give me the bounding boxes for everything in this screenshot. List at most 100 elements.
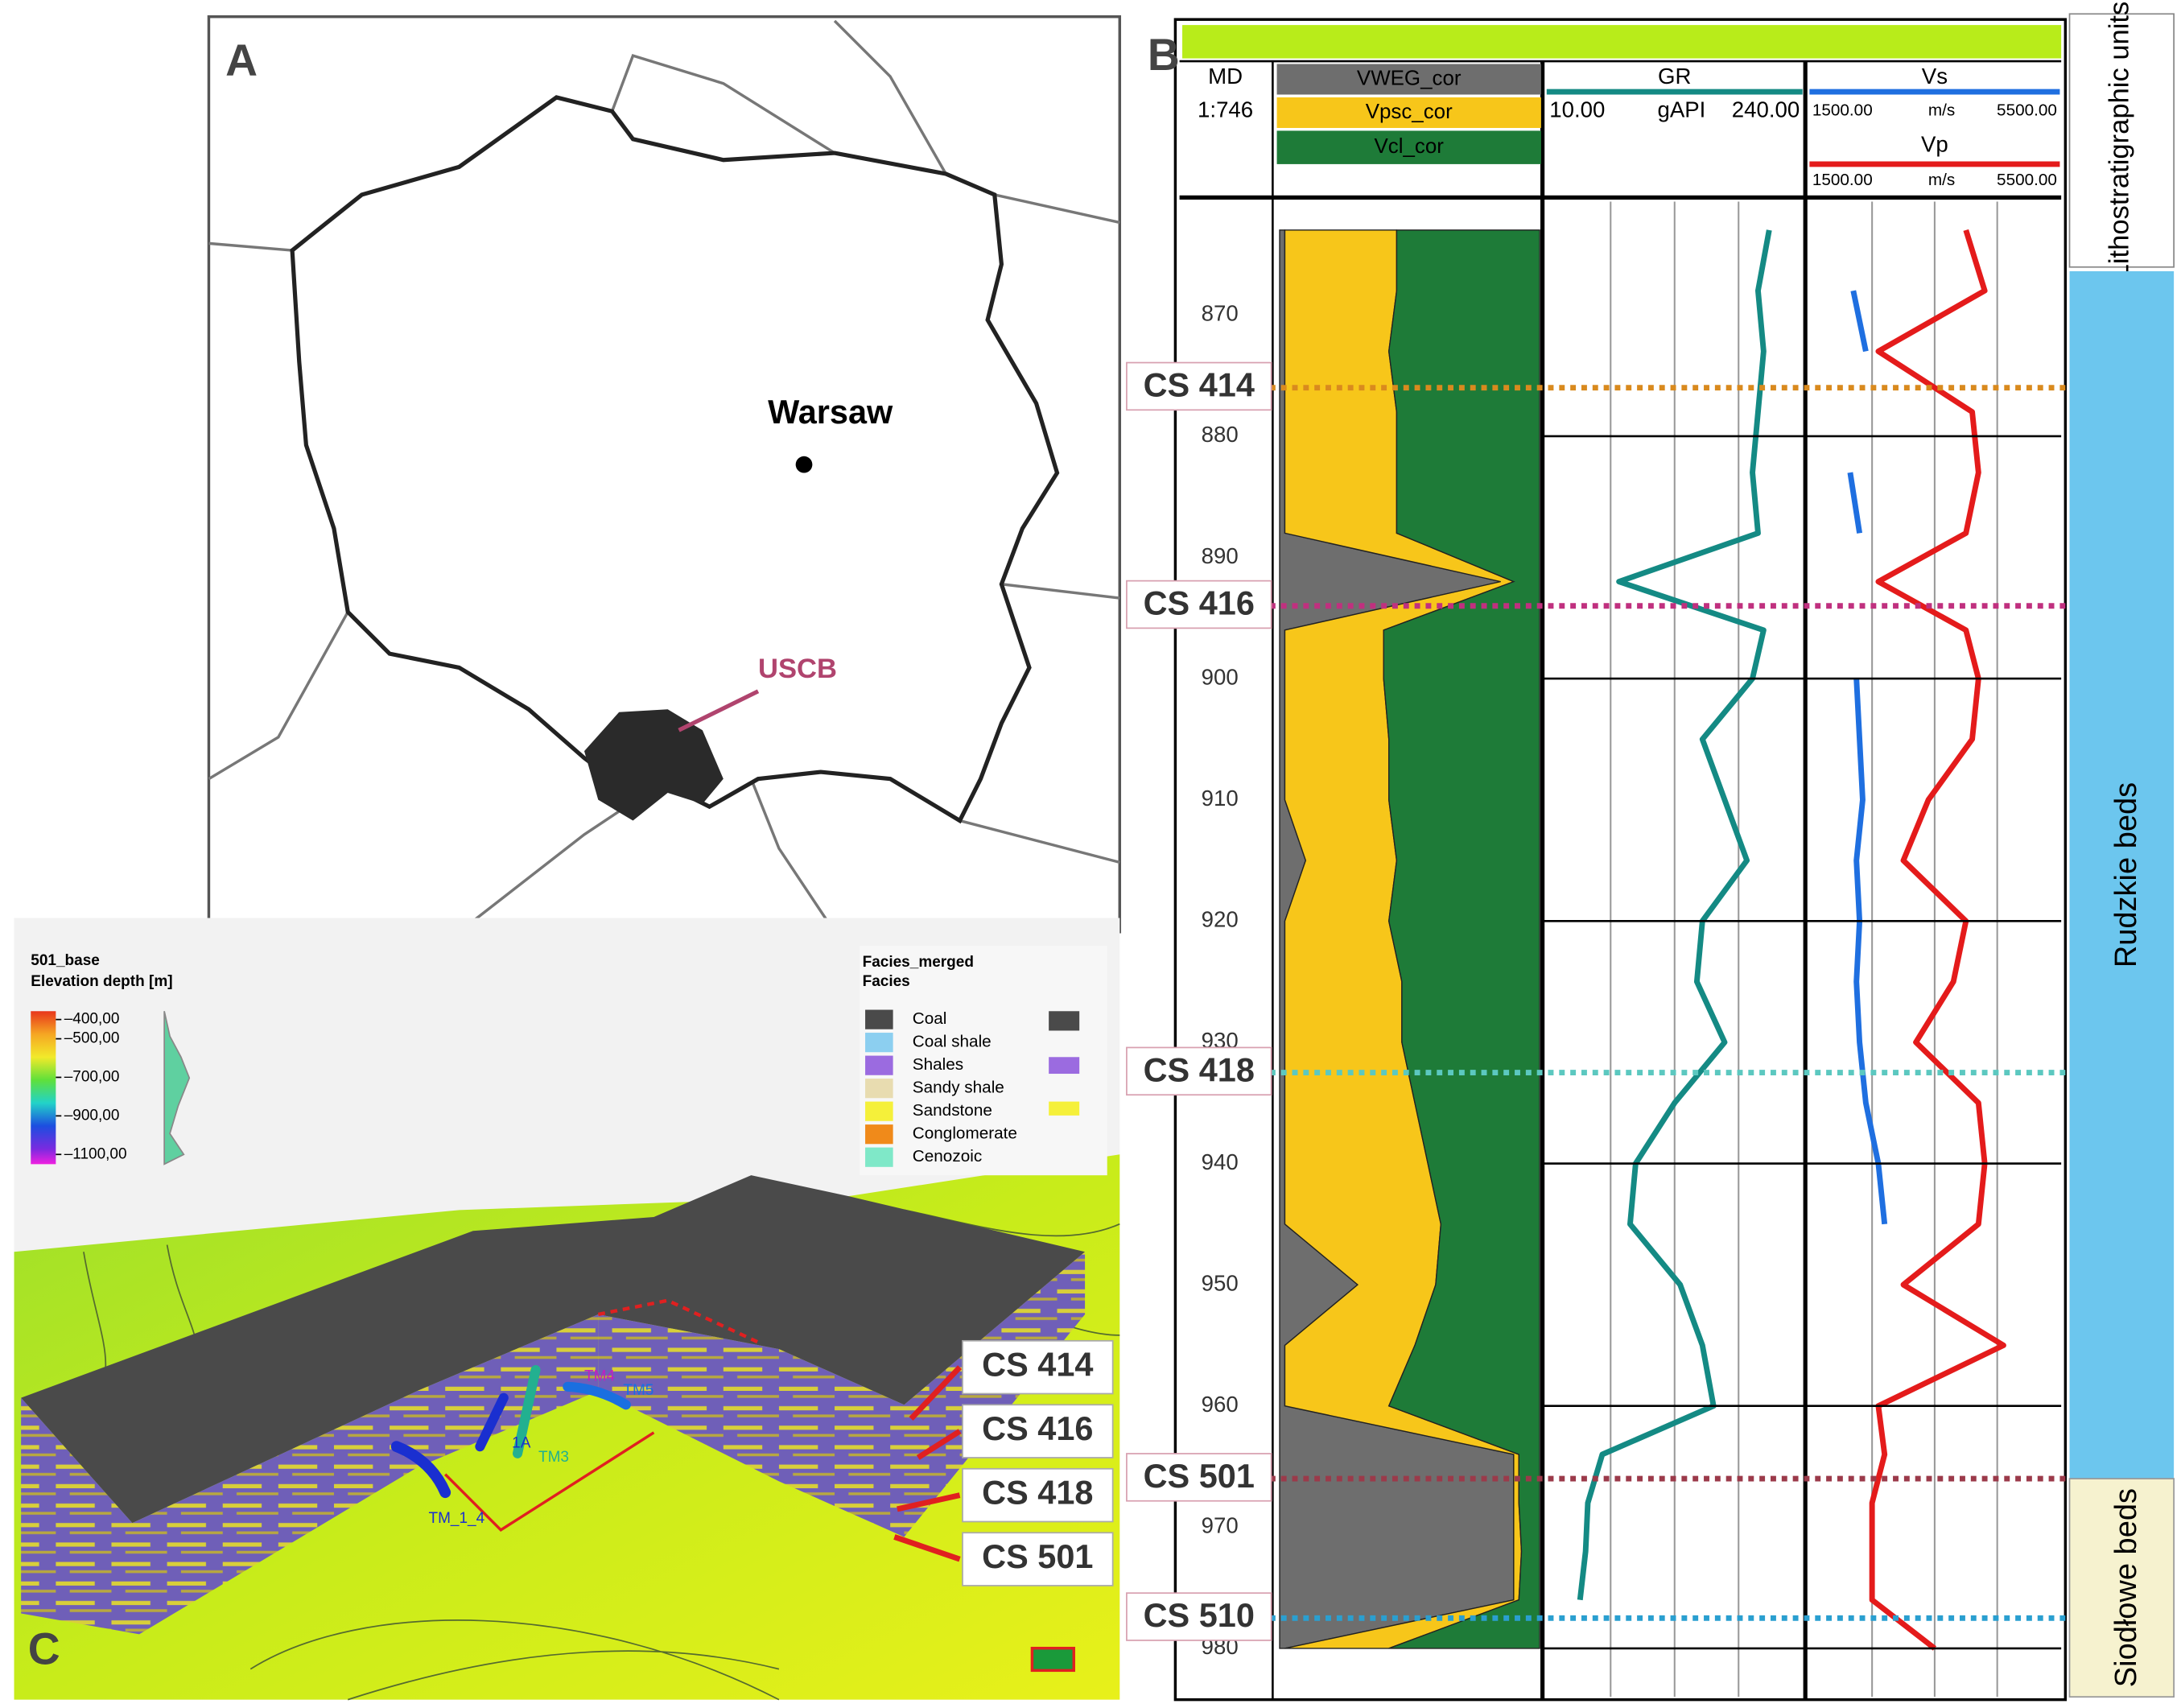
- label-box: [962, 1467, 1114, 1523]
- unit-box: [2069, 270, 2175, 1479]
- scale-label: 1:746: [1198, 97, 1253, 122]
- scale-max: 240.00: [1732, 97, 1800, 122]
- colorbar-tick-label: –400,00: [64, 1011, 120, 1028]
- horizon-label: CS 416: [1144, 584, 1255, 622]
- label-box: [962, 1339, 1114, 1395]
- horizon-label-box: [1126, 1592, 1272, 1641]
- label-arrow: [909, 1365, 963, 1421]
- scale-unit: m/s: [1928, 101, 1955, 120]
- facies-swatch: [865, 1009, 893, 1029]
- horizon-label: CS 418: [1144, 1051, 1255, 1089]
- track-header: VWEG_cor: [1357, 67, 1462, 89]
- block-face-right: [598, 1252, 1086, 1537]
- facies-subtitle: Facies: [863, 973, 910, 990]
- wells: [390, 1365, 631, 1499]
- basin-label: USCB: [758, 654, 837, 684]
- facies-label: Shales: [913, 1055, 963, 1074]
- depth-label: 960: [1202, 1392, 1239, 1417]
- facies-label: Sandstone: [913, 1101, 992, 1120]
- contours: [83, 1209, 1120, 1701]
- track-header: Vpsc_cor: [1366, 101, 1453, 123]
- well-label: TM5: [623, 1382, 653, 1399]
- horizon-label-box: [1126, 580, 1272, 629]
- horizon-label: CS 414: [1144, 366, 1255, 404]
- header-bar: [1182, 25, 2062, 59]
- panel-label: B: [1148, 30, 1180, 80]
- poland-outline: [290, 95, 1060, 824]
- uscb-area: [584, 709, 724, 821]
- label-text: CS 418: [982, 1474, 1093, 1512]
- label-text: CS 501: [982, 1537, 1093, 1575]
- facies-swatch: [865, 1101, 893, 1121]
- unit-label: Siodłowe beds: [2109, 1488, 2143, 1687]
- horizon-label-box: [1126, 1046, 1272, 1096]
- colorbar-tick-label: –1100,00: [64, 1145, 127, 1162]
- log-curve: [1869, 229, 2006, 1651]
- well-label: TM4: [584, 1368, 615, 1385]
- depth-label: 940: [1202, 1149, 1239, 1174]
- horizon-label: CS 510: [1144, 1596, 1255, 1634]
- well-label: 1A: [512, 1435, 531, 1452]
- scale-unit: m/s: [1928, 171, 1955, 189]
- label-text: CS 414: [982, 1346, 1093, 1384]
- track-header: GR: [1658, 64, 1691, 89]
- warsaw-dot: [795, 456, 813, 473]
- facies-label: Sandy shale: [913, 1079, 1004, 1097]
- well-label: TM_1_4: [428, 1510, 484, 1527]
- facies-swatch: [865, 1033, 893, 1053]
- scale-min: 1500.00: [1812, 101, 1873, 120]
- panel-label: A: [225, 35, 258, 85]
- unit-label: Rudzkie beds: [2109, 782, 2143, 967]
- track-header: Vs: [1922, 64, 1948, 89]
- depth-label: 920: [1202, 907, 1239, 932]
- well-label: TM3: [538, 1449, 569, 1466]
- label-arrow: [893, 1534, 961, 1562]
- scale-max: 5500.00: [1997, 101, 2057, 120]
- scale-max: 5500.00: [1997, 171, 2057, 189]
- units-title: Lithostratigraphic units: [2105, 2, 2135, 280]
- block-face-left: [21, 1314, 599, 1635]
- unit-box: [2068, 1478, 2175, 1698]
- scale-min: 10.00: [1549, 97, 1605, 122]
- facies-bar: [1049, 1011, 1080, 1031]
- header-lines: [1179, 60, 2062, 1700]
- scale-unit: gAPI: [1657, 97, 1705, 122]
- depth-label: 870: [1202, 301, 1239, 326]
- facies-swatch: [865, 1124, 893, 1145]
- horizon-label-box: [1126, 361, 1272, 411]
- neighbor-borders: [208, 19, 1120, 934]
- city-label: Warsaw: [768, 393, 893, 431]
- track-header: Vp: [1921, 132, 1948, 157]
- panel-label: C: [28, 1623, 60, 1673]
- label-arrow: [916, 1429, 962, 1460]
- uscb-arrow: [678, 689, 760, 732]
- units-header-box: [2068, 13, 2175, 268]
- label-box: [962, 1532, 1114, 1586]
- scale-min: 1500.00: [1812, 171, 1873, 189]
- depth-label: 970: [1202, 1513, 1239, 1538]
- colorbar-title: 501_base: [31, 952, 100, 969]
- histogram: [163, 1011, 191, 1165]
- track-header: Vcl_cor: [1375, 135, 1445, 158]
- label-box: [962, 1404, 1114, 1458]
- depth-label: 950: [1202, 1270, 1239, 1295]
- facies-swatch: [865, 1147, 893, 1167]
- north-icon: [1030, 1646, 1075, 1673]
- facies-label: Conglomerate: [913, 1124, 1017, 1143]
- facies-title: Facies_merged: [863, 954, 974, 971]
- header-box: [1276, 130, 1541, 164]
- md-header: MD: [1208, 64, 1243, 89]
- colorbar-tick-label: –500,00: [64, 1030, 120, 1047]
- label-arrow: [897, 1492, 961, 1512]
- depth-label: 880: [1202, 422, 1239, 447]
- depth-label: 910: [1202, 786, 1239, 811]
- facies-label: Cenozoic: [913, 1147, 982, 1165]
- header-box: [1276, 97, 1541, 128]
- facies-label: Coal: [913, 1009, 947, 1028]
- top-surface: [21, 1175, 1086, 1524]
- colorbar-subtitle: Elevation depth [m]: [31, 973, 172, 990]
- colorbar-tick-label: –900,00: [64, 1107, 120, 1124]
- depth-label: 890: [1202, 543, 1239, 568]
